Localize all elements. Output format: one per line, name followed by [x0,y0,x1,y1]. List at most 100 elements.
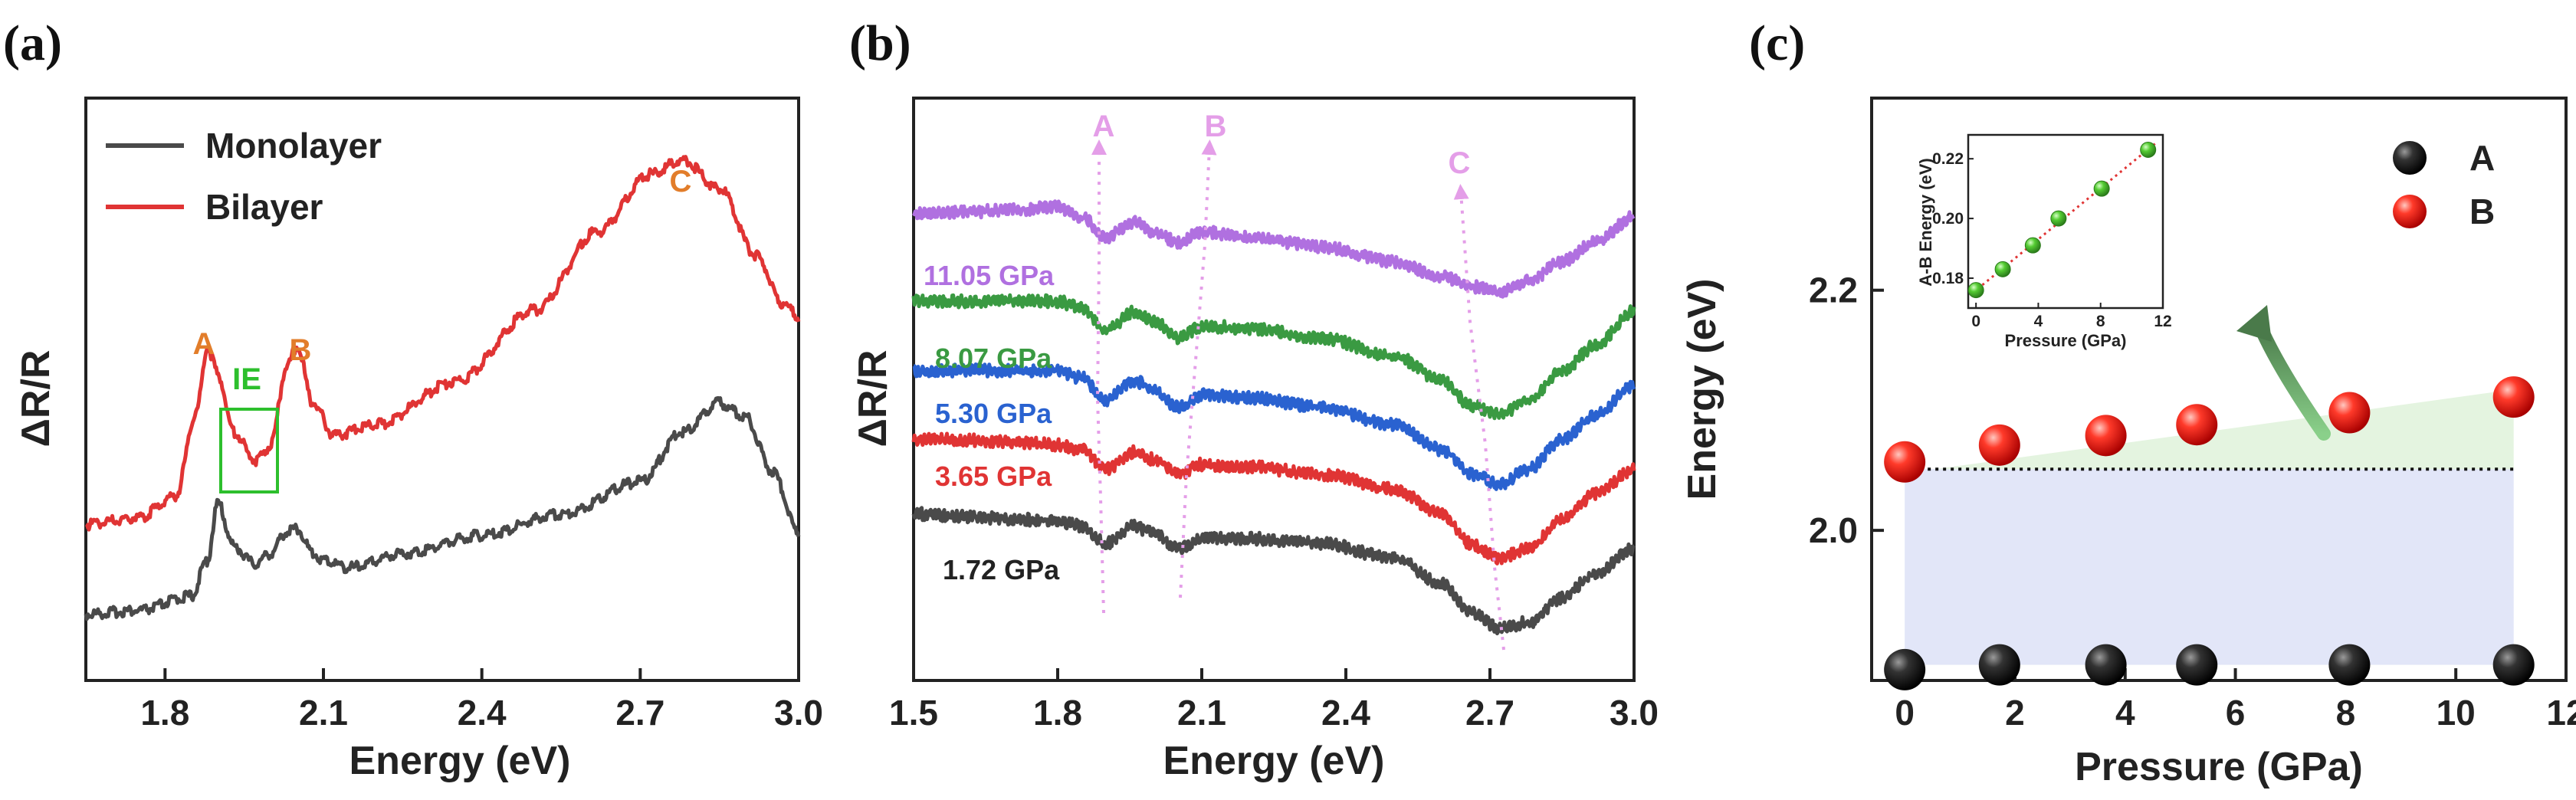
panel-b-ylabel: ΔR/R [851,350,895,448]
guide-label-b: B [1205,110,1227,143]
x-tick-label: 3.0 [774,693,823,733]
point-b [2492,376,2535,418]
panel-c-xlabel: Pressure (GPa) [2075,745,2363,789]
series-line-172 [911,506,1636,636]
point-a [2176,644,2218,686]
pressure-label-3-65: 3.65 GPa [935,461,1052,492]
pressure-label-8-07: 8.07 GPa [935,343,1052,374]
point-a [2328,644,2371,686]
guide-line-a [1091,139,1107,614]
series-line-1105 [912,199,1636,299]
series-line-bilayer [84,155,801,532]
y-tick-label: 2.2 [1809,270,1858,310]
panel-a-series [84,155,801,621]
point-b [1978,424,2020,466]
x-tick-label: 1.8 [1033,693,1082,733]
point-b [1884,441,1926,483]
legend-marker-a [2393,141,2427,175]
trend-arrow-head [2236,305,2272,342]
peak-label-ie: IE [232,362,261,396]
panel-c-ticks: 0 2 4 6 8 10 12 2.0 2.2 [1809,270,2576,733]
x-tick-label: 2.1 [1177,693,1226,733]
peak-label-a: A [193,327,215,361]
pressure-label-11-05: 11.05 GPa [924,260,1055,291]
panel-a-x-ticks: 1.8 2.1 2.4 2.7 3.0 [140,668,823,733]
band-shading-green [1935,389,2514,470]
guide-label-c: C [1449,146,1471,180]
peak-label-c: C [670,165,692,198]
series-line-monolayer [84,395,801,621]
panel-a-letter: (a) [3,15,62,71]
panel-a: (a) 1.8 2.1 2.4 2.7 3.0 Energy (eV) ΔR/R Mon… [3,15,823,783]
panel-c-shading [1905,389,2514,665]
point-a [1978,644,2020,686]
point-b [2328,392,2371,434]
x-tick-label: 2.1 [299,693,348,733]
legend-label-bilayer: Bilayer [205,187,323,227]
inset-point [2050,210,2067,227]
inset-frame [1967,133,2164,310]
inset-ylabel: A-B Energy (eV) [1916,158,1935,286]
series-line-530 [912,362,1636,491]
x-tick-label: 2.4 [458,693,507,733]
inset-x-tick-label: 8 [2096,313,2105,330]
panel-a-frame [84,97,800,682]
legend-label-b: B [2469,192,2495,231]
inset-xlabel: Pressure (GPa) [2005,331,2127,350]
x-tick-label: 2.7 [615,693,665,733]
panel-b: (b) 1.5 1.8 2.1 2.4 2.7 3.0 Energy (eV) ΔR/R … [849,15,1659,783]
inset-x-tick-label: 0 [1971,313,1980,330]
panel-b-letter: (b) [849,15,911,71]
x-tick-label: 0 [1895,693,1915,733]
series-line-365 [911,431,1636,566]
legend-label-a: A [2469,138,2495,178]
y-tick-label: 2.0 [1809,510,1858,550]
inset-point [2093,180,2110,197]
legend-marker-b [2393,195,2427,228]
guide-line-c [1453,184,1505,651]
point-a [2085,644,2127,686]
panel-a-legend: Monolayer Bilayer [106,126,382,227]
point-b [2176,404,2218,446]
panel-b-series [911,199,1636,636]
pressure-label-5-30: 5.30 GPa [935,398,1052,429]
x-tick-label: 8 [2336,693,2356,733]
pressure-label-1-72: 1.72 GPa [943,554,1060,585]
panel-b-x-ticks: 1.5 1.8 2.1 2.4 2.7 3.0 [889,668,1659,733]
peak-label-b: B [290,333,312,367]
legend-label-monolayer: Monolayer [205,126,382,166]
inset-x-tick-label: 12 [2154,313,2171,330]
x-tick-label: 2 [2005,693,2025,733]
inset-point [1967,282,1984,299]
panel-c-points [1884,376,2535,690]
x-tick-label: 6 [2226,693,2246,733]
panel-c-ylabel: Energy (eV) [1680,279,1724,500]
guide-label-a: A [1093,110,1115,143]
inset-point [1994,261,2011,277]
point-a [1884,648,1926,690]
x-tick-label: 1.5 [889,693,938,733]
x-tick-label: 4 [2115,693,2135,733]
panel-c-letter: (c) [1749,15,1805,71]
x-tick-label: 3.0 [1610,693,1659,733]
panel-c-frame [1870,97,2568,682]
inset-x-tick-label: 4 [2034,313,2043,330]
peak-guides: A B C [1091,110,1505,651]
x-tick-label: 2.7 [1465,693,1514,733]
x-tick-label: 2.4 [1321,693,1370,733]
panel-b-frame [912,97,1636,682]
guide-line-b [1179,139,1217,598]
panel-a-xlabel: Energy (eV) [349,739,571,783]
panel-a-ylabel: ΔR/R [14,350,58,448]
panel-b-xlabel: Energy (eV) [1163,739,1385,783]
ie-highlight-box [219,408,279,493]
panel-c-legend: A B [2393,138,2495,231]
inset-point [2024,237,2041,254]
inset-plot: 0 4 8 12 0.18 0.20 0.22 Pressure (GPa) A-B Ene… [1916,129,2172,350]
series-line-807 [911,293,1636,421]
inset-y-tick-label: 0.20 [1932,210,1964,228]
inset-content: 0 4 8 12 0.18 0.20 0.22 [1932,141,2172,330]
inset-y-tick-label: 0.22 [1932,150,1964,168]
point-a [2492,644,2535,686]
